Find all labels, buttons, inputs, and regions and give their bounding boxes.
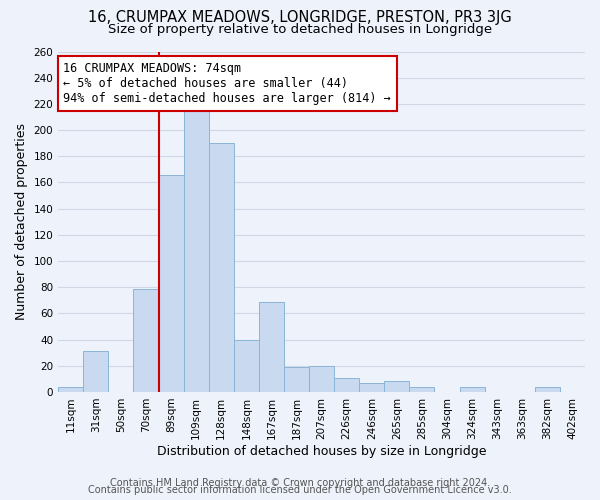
Bar bbox=[359, 383, 385, 392]
Bar bbox=[259, 302, 284, 392]
Bar bbox=[209, 143, 234, 392]
Bar bbox=[284, 367, 309, 392]
Text: Contains public sector information licensed under the Open Government Licence v3: Contains public sector information licen… bbox=[88, 485, 512, 495]
Text: 16, CRUMPAX MEADOWS, LONGRIDGE, PRESTON, PR3 3JG: 16, CRUMPAX MEADOWS, LONGRIDGE, PRESTON,… bbox=[88, 10, 512, 25]
Bar bbox=[460, 386, 485, 392]
Text: Contains HM Land Registry data © Crown copyright and database right 2024.: Contains HM Land Registry data © Crown c… bbox=[110, 478, 490, 488]
Text: 16 CRUMPAX MEADOWS: 74sqm
← 5% of detached houses are smaller (44)
94% of semi-d: 16 CRUMPAX MEADOWS: 74sqm ← 5% of detach… bbox=[64, 62, 391, 104]
X-axis label: Distribution of detached houses by size in Longridge: Distribution of detached houses by size … bbox=[157, 444, 487, 458]
Bar bbox=[133, 288, 158, 392]
Bar bbox=[184, 108, 209, 392]
Bar bbox=[158, 174, 184, 392]
Bar bbox=[334, 378, 359, 392]
Bar bbox=[309, 366, 334, 392]
Bar bbox=[409, 386, 434, 392]
Bar bbox=[535, 386, 560, 392]
Bar bbox=[83, 352, 109, 392]
Y-axis label: Number of detached properties: Number of detached properties bbox=[15, 123, 28, 320]
Text: Size of property relative to detached houses in Longridge: Size of property relative to detached ho… bbox=[108, 22, 492, 36]
Bar bbox=[58, 386, 83, 392]
Bar bbox=[385, 382, 409, 392]
Bar bbox=[234, 340, 259, 392]
